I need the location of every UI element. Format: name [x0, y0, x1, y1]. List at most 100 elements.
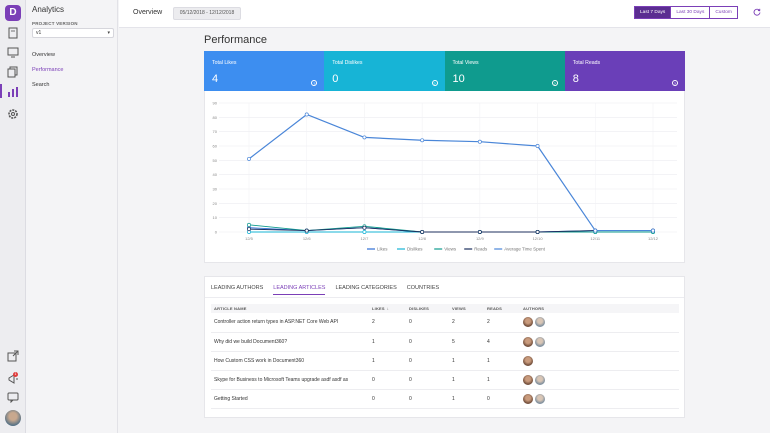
likes-cell: 1 [369, 332, 406, 352]
gear-icon[interactable] [7, 108, 19, 120]
article-name-cell[interactable]: Why did we build Document360? [211, 332, 369, 352]
chat-icon[interactable] [7, 391, 19, 403]
data-point [362, 230, 367, 234]
notification-icon[interactable] [7, 373, 19, 385]
dislikes-cell: 0 [406, 313, 449, 333]
data-point [247, 156, 251, 161]
leading-tabs: LEADING AUTHORS LEADING ARTICLES LEADING… [211, 285, 439, 295]
tab-leading-categories[interactable]: LEADING CATEGORIES [335, 285, 397, 291]
legend-label: Likes [377, 247, 388, 252]
refresh-icon[interactable] [753, 8, 761, 16]
author-avatar[interactable] [535, 317, 545, 328]
book-icon[interactable] [7, 27, 19, 39]
x-tick-label: 12/5 [245, 236, 254, 241]
kpi-total-dislikes: Total Dislikes 0 ? [324, 51, 445, 91]
data-point [362, 135, 367, 140]
last-30-days-button[interactable]: Last 30 Days [671, 6, 711, 19]
column-header[interactable]: DISLIKES [406, 304, 449, 313]
authors-cell [520, 332, 679, 352]
chevron-down-icon: ▾ [107, 30, 110, 36]
project-version-select[interactable]: v1 ▾ [32, 28, 114, 38]
info-icon[interactable]: ? [311, 80, 318, 86]
external-link-icon[interactable] [7, 350, 19, 362]
info-icon[interactable]: ? [551, 80, 558, 86]
performance-chart-card: 0 10 20 30 40 50 60 70 80 90 12/5 12/6 12/7 12/8 12/9 1… [204, 91, 685, 263]
data-point [651, 228, 655, 233]
author-avatar[interactable] [523, 317, 533, 328]
kpi-label: Total Likes [212, 60, 237, 66]
article-name-cell[interactable]: Getting Started [211, 389, 369, 409]
kpi-value: 0 [332, 73, 339, 85]
column-header-label: LIKES [372, 306, 385, 311]
page-title: Overview [133, 9, 163, 16]
kpi-total-likes: Total Likes 4 ? [204, 51, 325, 91]
views-cell: 1 [449, 351, 484, 371]
data-point [247, 227, 251, 232]
y-tick-label: 40 [213, 172, 218, 177]
author-avatar[interactable] [523, 374, 533, 385]
sidebar-item-search[interactable]: Search [32, 82, 50, 88]
date-range-picker[interactable]: 05/12/2018 - 12/12/2018 [173, 7, 241, 20]
author-avatar[interactable] [523, 393, 533, 404]
data-point [304, 228, 309, 233]
article-name-cell[interactable]: How Custom CSS work in Document360 [211, 351, 369, 371]
author-avatar[interactable] [535, 393, 545, 404]
tab-leading-authors[interactable]: LEADING AUTHORS [211, 285, 264, 291]
authors-cell [520, 389, 679, 409]
leading-card: LEADING AUTHORS LEADING ARTICLES LEADING… [204, 276, 685, 418]
y-tick-label: 60 [213, 144, 218, 149]
table-row[interactable]: Getting Started 0 0 1 0 [211, 389, 679, 409]
info-icon[interactable]: ? [431, 80, 438, 86]
range-toggle: Last 7 Days Last 30 Days Custom [634, 6, 738, 19]
legend-label: Reads [474, 247, 488, 252]
series-line-average-time-spent [248, 113, 653, 232]
dislikes-cell: 0 [406, 389, 449, 409]
column-header[interactable]: VIEWS [449, 304, 484, 313]
tab-countries[interactable]: COUNTRIES [406, 285, 440, 291]
x-tick-label: 12/9 [476, 236, 485, 241]
kpi-row: Total Likes 4 ? Total Dislikes 0 ? Total… [204, 51, 685, 91]
sidebar-item-performance[interactable]: Performance [32, 67, 64, 73]
author-avatar[interactable] [523, 355, 533, 366]
kpi-value: 10 [452, 73, 465, 85]
column-header[interactable]: ARTICLE NAME [211, 304, 369, 313]
data-point [535, 144, 540, 148]
tab-leading-articles[interactable]: LEADING ARTICLES [273, 285, 326, 295]
data-point [420, 230, 425, 234]
copy-icon[interactable] [7, 66, 19, 78]
table-row[interactable]: Skype for Business to Microsoft Teams up… [211, 370, 679, 390]
monitor-icon[interactable] [7, 46, 19, 58]
author-avatar[interactable] [535, 374, 545, 385]
table-header-row: ARTICLE NAME LIKES ↓ DISLIKES VIEWS READS… [211, 304, 679, 313]
y-tick-label: 50 [213, 158, 218, 163]
icon-rail: D 1 [0, 0, 26, 433]
series-line-likes [248, 227, 653, 233]
column-header[interactable]: READS [484, 304, 520, 313]
reads-cell: 2 [484, 313, 520, 333]
data-point [304, 112, 309, 117]
column-header-likes[interactable]: LIKES ↓ [369, 304, 406, 313]
info-icon[interactable]: ? [672, 80, 678, 86]
table-row[interactable]: Why did we build Document360? 1 0 5 4 [211, 332, 679, 352]
table-row[interactable]: Controller action return types in ASP.NE… [211, 313, 679, 333]
author-avatar[interactable] [535, 336, 545, 347]
chart-icon[interactable] [7, 86, 19, 98]
table-row[interactable]: How Custom CSS work in Document360 1 0 1 1 [211, 351, 679, 371]
app-logo[interactable]: D [5, 5, 21, 21]
article-name-cell[interactable]: Controller action return types in ASP.NE… [211, 313, 369, 333]
user-avatar[interactable] [5, 410, 21, 426]
custom-range-button[interactable]: Custom [710, 6, 738, 19]
notification-badge: 1 [13, 372, 18, 377]
kpi-label: Total Dislikes [332, 60, 363, 66]
project-version-label: PROJECT VERSION [32, 21, 78, 26]
x-tick-label: 12/6 [303, 236, 312, 241]
data-point [247, 222, 251, 227]
column-header: AUTHORS [520, 304, 679, 313]
y-tick-label: 30 [213, 187, 218, 192]
sidebar-item-overview[interactable]: Overview [32, 52, 55, 58]
author-avatar[interactable] [523, 336, 533, 347]
panel-title: Analytics [32, 5, 65, 14]
article-name-cell[interactable]: Skype for Business to Microsoft Teams up… [211, 370, 369, 390]
last-7-days-button[interactable]: Last 7 Days [634, 6, 672, 19]
sort-down-icon: ↓ [386, 306, 389, 311]
